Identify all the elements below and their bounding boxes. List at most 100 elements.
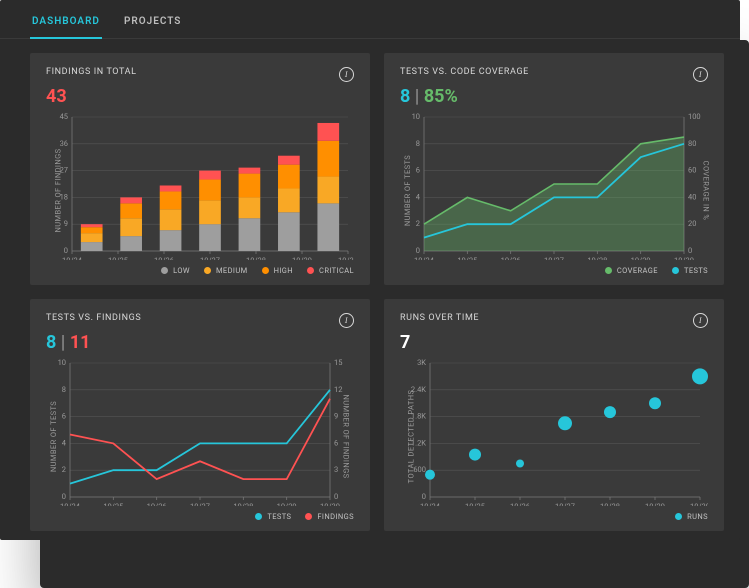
svg-text:12: 12 (334, 385, 342, 394)
card-tests-findings: TESTS VS. FINDINGS i 8 | 11 NUMBER OF TE… (30, 299, 370, 531)
legend-item: FINDINGS (305, 512, 354, 521)
svg-text:10/24: 10/24 (420, 502, 441, 506)
dashboard-panel: DASHBOARD PROJECTS FINDINGS IN TOTAL i 4… (0, 0, 740, 540)
svg-text:10/24: 10/24 (414, 256, 435, 260)
tf-chart: NUMBER OF TESTS NUMBER OF FINDINGS 02468… (46, 357, 354, 506)
legend-findings: LOWMEDIUMHIGHCRITICAL (46, 266, 354, 275)
card-title: TESTS VS. CODE COVERAGE (400, 67, 529, 77)
svg-text:2.4K: 2.4K (411, 385, 426, 394)
legend-item: COVERAGE (605, 266, 658, 275)
tf-metric: 8 | 11 (46, 332, 354, 353)
svg-text:10/25: 10/25 (465, 502, 485, 506)
card-title: TESTS VS. FINDINGS (46, 313, 141, 323)
info-icon[interactable]: i (693, 313, 708, 328)
card-findings: FINDINGS IN TOTAL i 43 NUMBER OF FINDING… (30, 53, 370, 285)
svg-text:10/26: 10/26 (510, 502, 530, 506)
metric-tests: 8 (46, 332, 56, 353)
legend-swatch (672, 267, 679, 274)
svg-text:10/25: 10/25 (103, 502, 123, 506)
legend-runs: RUNS (400, 512, 708, 521)
svg-text:3: 3 (334, 465, 338, 474)
legend-label: CRITICAL (319, 266, 354, 275)
svg-text:15: 15 (334, 358, 342, 367)
legend-item: TESTS (672, 266, 708, 275)
svg-text:0: 0 (422, 492, 426, 501)
svg-text:10/25: 10/25 (457, 256, 477, 260)
svg-text:20: 20 (688, 219, 696, 228)
legend-label: COVERAGE (617, 266, 658, 275)
nav-tabs: DASHBOARD PROJECTS (0, 0, 740, 39)
svg-text:10/25: 10/25 (108, 256, 128, 260)
svg-text:6: 6 (416, 166, 420, 175)
svg-text:10/28: 10/28 (587, 256, 607, 260)
legend-swatch (675, 513, 682, 520)
svg-text:9: 9 (64, 219, 68, 228)
legend-label: TESTS (267, 512, 291, 521)
runs-chart: TOTAL DETECTED PATHS 06001.2K1.8K2.4K3K1… (400, 357, 708, 506)
svg-text:10/27: 10/27 (190, 502, 210, 506)
svg-text:4: 4 (62, 438, 67, 447)
legend-coverage: COVERAGE TESTS (400, 266, 708, 275)
tab-projects[interactable]: PROJECTS (122, 10, 183, 38)
legend-item: HIGH (262, 266, 293, 275)
legend-label: FINDINGS (317, 512, 354, 521)
svg-text:10/29: 10/29 (277, 502, 297, 506)
legend-item: LOW (161, 266, 190, 275)
tab-dashboard[interactable]: DASHBOARD (30, 10, 102, 39)
svg-text:18: 18 (60, 192, 68, 201)
svg-text:10/28: 10/28 (600, 502, 620, 506)
legend-tf: TESTS FINDINGS (46, 512, 354, 521)
svg-text:2: 2 (62, 465, 66, 474)
svg-text:10/26: 10/26 (501, 256, 521, 260)
svg-text:2: 2 (416, 219, 420, 228)
svg-text:10/27: 10/27 (200, 256, 220, 260)
svg-text:9: 9 (334, 412, 338, 421)
coverage-chart: NUMBER OF TESTS COVERAGE IN % 0246810020… (400, 111, 708, 260)
svg-text:27: 27 (60, 166, 68, 175)
coverage-metric: 8 | 85% (400, 86, 708, 107)
svg-text:10/30: 10/30 (320, 502, 340, 506)
legend-item: CRITICAL (307, 266, 354, 275)
legend-swatch (204, 267, 211, 274)
legend-item: TESTS (255, 512, 291, 521)
svg-text:10/30: 10/30 (338, 256, 354, 260)
legend-label: HIGH (274, 266, 293, 275)
card-title: RUNS OVER TIME (400, 313, 479, 323)
cards-grid: FINDINGS IN TOTAL i 43 NUMBER OF FINDING… (0, 39, 740, 540)
legend-label: RUNS (687, 512, 708, 521)
svg-text:10/28: 10/28 (246, 256, 266, 260)
svg-text:600: 600 (413, 465, 426, 474)
info-icon[interactable]: i (693, 67, 708, 82)
metric-tests: 8 (400, 86, 410, 107)
svg-text:100: 100 (688, 112, 701, 121)
svg-text:10/28: 10/28 (233, 502, 253, 506)
svg-text:3K: 3K (417, 358, 426, 367)
svg-text:10/29: 10/29 (645, 502, 665, 506)
legend-swatch (262, 267, 269, 274)
card-runs: RUNS OVER TIME i 7 TOTAL DETECTED PATHS … (384, 299, 724, 531)
svg-text:10/24: 10/24 (60, 502, 81, 506)
svg-text:8: 8 (62, 385, 66, 394)
svg-text:0: 0 (62, 492, 66, 501)
svg-text:10/24: 10/24 (62, 256, 83, 260)
svg-text:10/30: 10/30 (674, 256, 694, 260)
svg-text:10/26: 10/26 (147, 502, 167, 506)
svg-text:80: 80 (688, 139, 696, 148)
svg-text:1.8K: 1.8K (411, 412, 426, 421)
metric-sep: | (410, 86, 423, 107)
metric-sep: | (56, 332, 69, 353)
legend-label: LOW (173, 266, 190, 275)
findings-chart: NUMBER OF FINDINGS 091827364510/2410/251… (46, 111, 354, 260)
runs-metric: 7 (400, 332, 708, 353)
svg-text:10: 10 (58, 358, 66, 367)
metric-findings: 11 (70, 332, 91, 353)
svg-text:36: 36 (60, 139, 68, 148)
svg-text:4: 4 (416, 192, 421, 201)
svg-text:10/26: 10/26 (154, 256, 174, 260)
svg-text:10: 10 (412, 112, 420, 121)
svg-text:0: 0 (334, 492, 338, 501)
svg-text:60: 60 (688, 166, 696, 175)
info-icon[interactable]: i (339, 67, 354, 82)
legend-label: TESTS (684, 266, 708, 275)
info-icon[interactable]: i (339, 313, 354, 328)
